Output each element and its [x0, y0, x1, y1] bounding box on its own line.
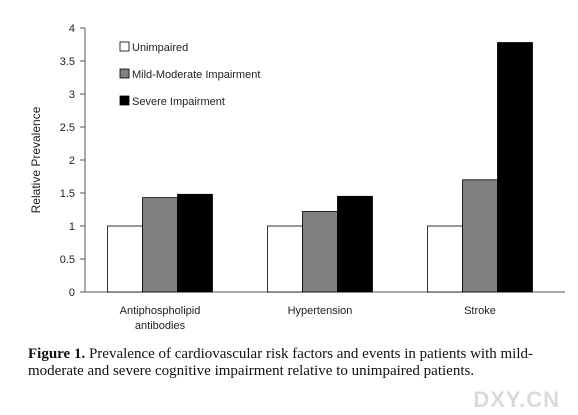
y-tick-label: 4	[69, 23, 75, 35]
y-tick-label: 2	[69, 155, 75, 167]
y-tick-label: 0.5	[60, 254, 75, 266]
bar	[427, 225, 463, 293]
bar	[302, 211, 338, 293]
caption: Figure 1. Prevalence of cardiovascular r…	[28, 346, 563, 380]
legend-label: Mild-Moderate Impairment	[132, 69, 260, 81]
bar	[337, 195, 373, 293]
x-tick-label: Hypertension	[288, 305, 353, 317]
legend-swatch	[119, 41, 130, 52]
legend-swatch	[119, 68, 130, 79]
y-tick-label: 2.5	[60, 122, 75, 134]
legend-swatch	[119, 95, 130, 106]
x-tick-label: Stroke	[464, 305, 496, 317]
bar	[462, 179, 498, 293]
bar	[267, 225, 303, 293]
bar	[177, 193, 213, 293]
y-tick-label: 1	[69, 221, 75, 233]
y-tick-label: 3.5	[60, 56, 75, 68]
y-tick-label: 1.5	[60, 188, 75, 200]
bar	[107, 225, 143, 293]
caption-label: Figure 1.	[28, 346, 86, 362]
y-tick-label: 0	[69, 287, 75, 299]
legend-label: Unimpaired	[132, 42, 188, 54]
caption-text: Prevalence of cardiovascular risk factor…	[28, 346, 533, 379]
x-tick-label: Antiphospholipid antibodies	[120, 305, 201, 332]
watermark: DXY.CN	[473, 387, 560, 412]
bar	[142, 197, 178, 293]
legend-label: Severe Impairment	[132, 96, 225, 108]
y-axis-label: Relative Prevalence	[29, 106, 43, 213]
chart: Relative Prevalence 0 0.5 1 1.5 2 2.5 3 3.5 4 Ant…	[29, 23, 565, 332]
y-tick-label: 3	[69, 89, 75, 101]
bar	[497, 42, 533, 293]
